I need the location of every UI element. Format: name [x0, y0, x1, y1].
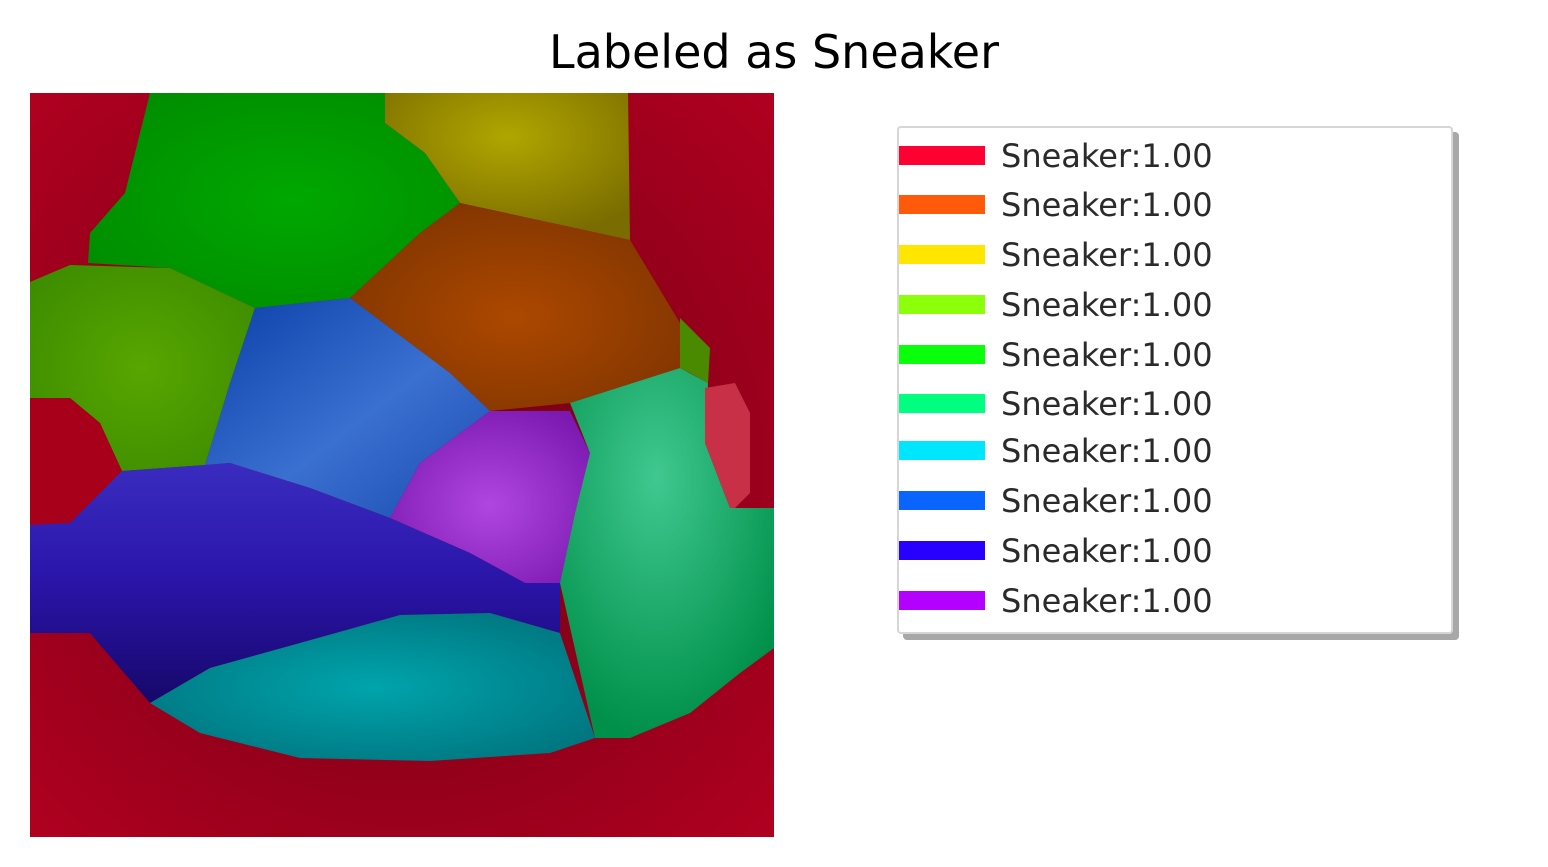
segmentation-image [30, 93, 774, 837]
segment-blue [205, 298, 490, 518]
segment-cyan [150, 613, 595, 761]
legend-swatch [899, 345, 985, 364]
legend-label: Sneaker:1.00 [1001, 336, 1213, 374]
legend-swatch [899, 541, 985, 560]
legend-label: Sneaker:1.00 [1001, 236, 1213, 274]
legend-label: Sneaker:1.00 [1001, 186, 1213, 224]
legend-swatch [899, 195, 985, 214]
legend-item: Sneaker:1.00 [899, 431, 1439, 471]
legend-swatch [899, 491, 985, 510]
legend-label: Sneaker:1.00 [1001, 482, 1213, 520]
legend-item: Sneaker:1.00 [899, 185, 1439, 225]
segment-purple [390, 411, 590, 583]
legend-swatch [899, 591, 985, 610]
legend-item: Sneaker:1.00 [899, 384, 1439, 424]
legend-swatch [899, 146, 985, 165]
segment-indigo [30, 463, 560, 703]
legend-label: Sneaker:1.00 [1001, 582, 1213, 620]
legend-label: Sneaker:1.00 [1001, 385, 1213, 423]
figure-title: Labeled as Sneaker [548, 25, 1000, 79]
legend-item: Sneaker:1.00 [899, 581, 1439, 621]
legend-swatch [899, 245, 985, 264]
segment-olive-small [680, 318, 710, 383]
legend-label: Sneaker:1.00 [1001, 532, 1213, 570]
legend-item: Sneaker:1.00 [899, 235, 1439, 275]
legend-item: Sneaker:1.00 [899, 481, 1439, 521]
legend-swatch [899, 394, 985, 413]
legend-swatch [899, 441, 985, 460]
segment-green [88, 93, 460, 308]
segment-red-left [30, 398, 122, 525]
legend-label: Sneaker:1.00 [1001, 137, 1213, 175]
segment-red-right [705, 383, 750, 508]
legend-item: Sneaker:1.00 [899, 335, 1439, 375]
segment-lime [30, 265, 255, 471]
legend: Sneaker:1.00 Sneaker:1.00 Sneaker:1.00 S… [897, 126, 1453, 634]
segment-teal [560, 368, 774, 738]
legend-label: Sneaker:1.00 [1001, 432, 1213, 470]
legend-item: Sneaker:1.00 [899, 531, 1439, 571]
legend-label: Sneaker:1.00 [1001, 286, 1213, 324]
legend-item: Sneaker:1.00 [899, 285, 1439, 325]
segment-olive [385, 93, 630, 240]
legend-item: Sneaker:1.00 [899, 136, 1439, 176]
legend-swatch [899, 295, 985, 314]
segment-orange [350, 203, 680, 411]
